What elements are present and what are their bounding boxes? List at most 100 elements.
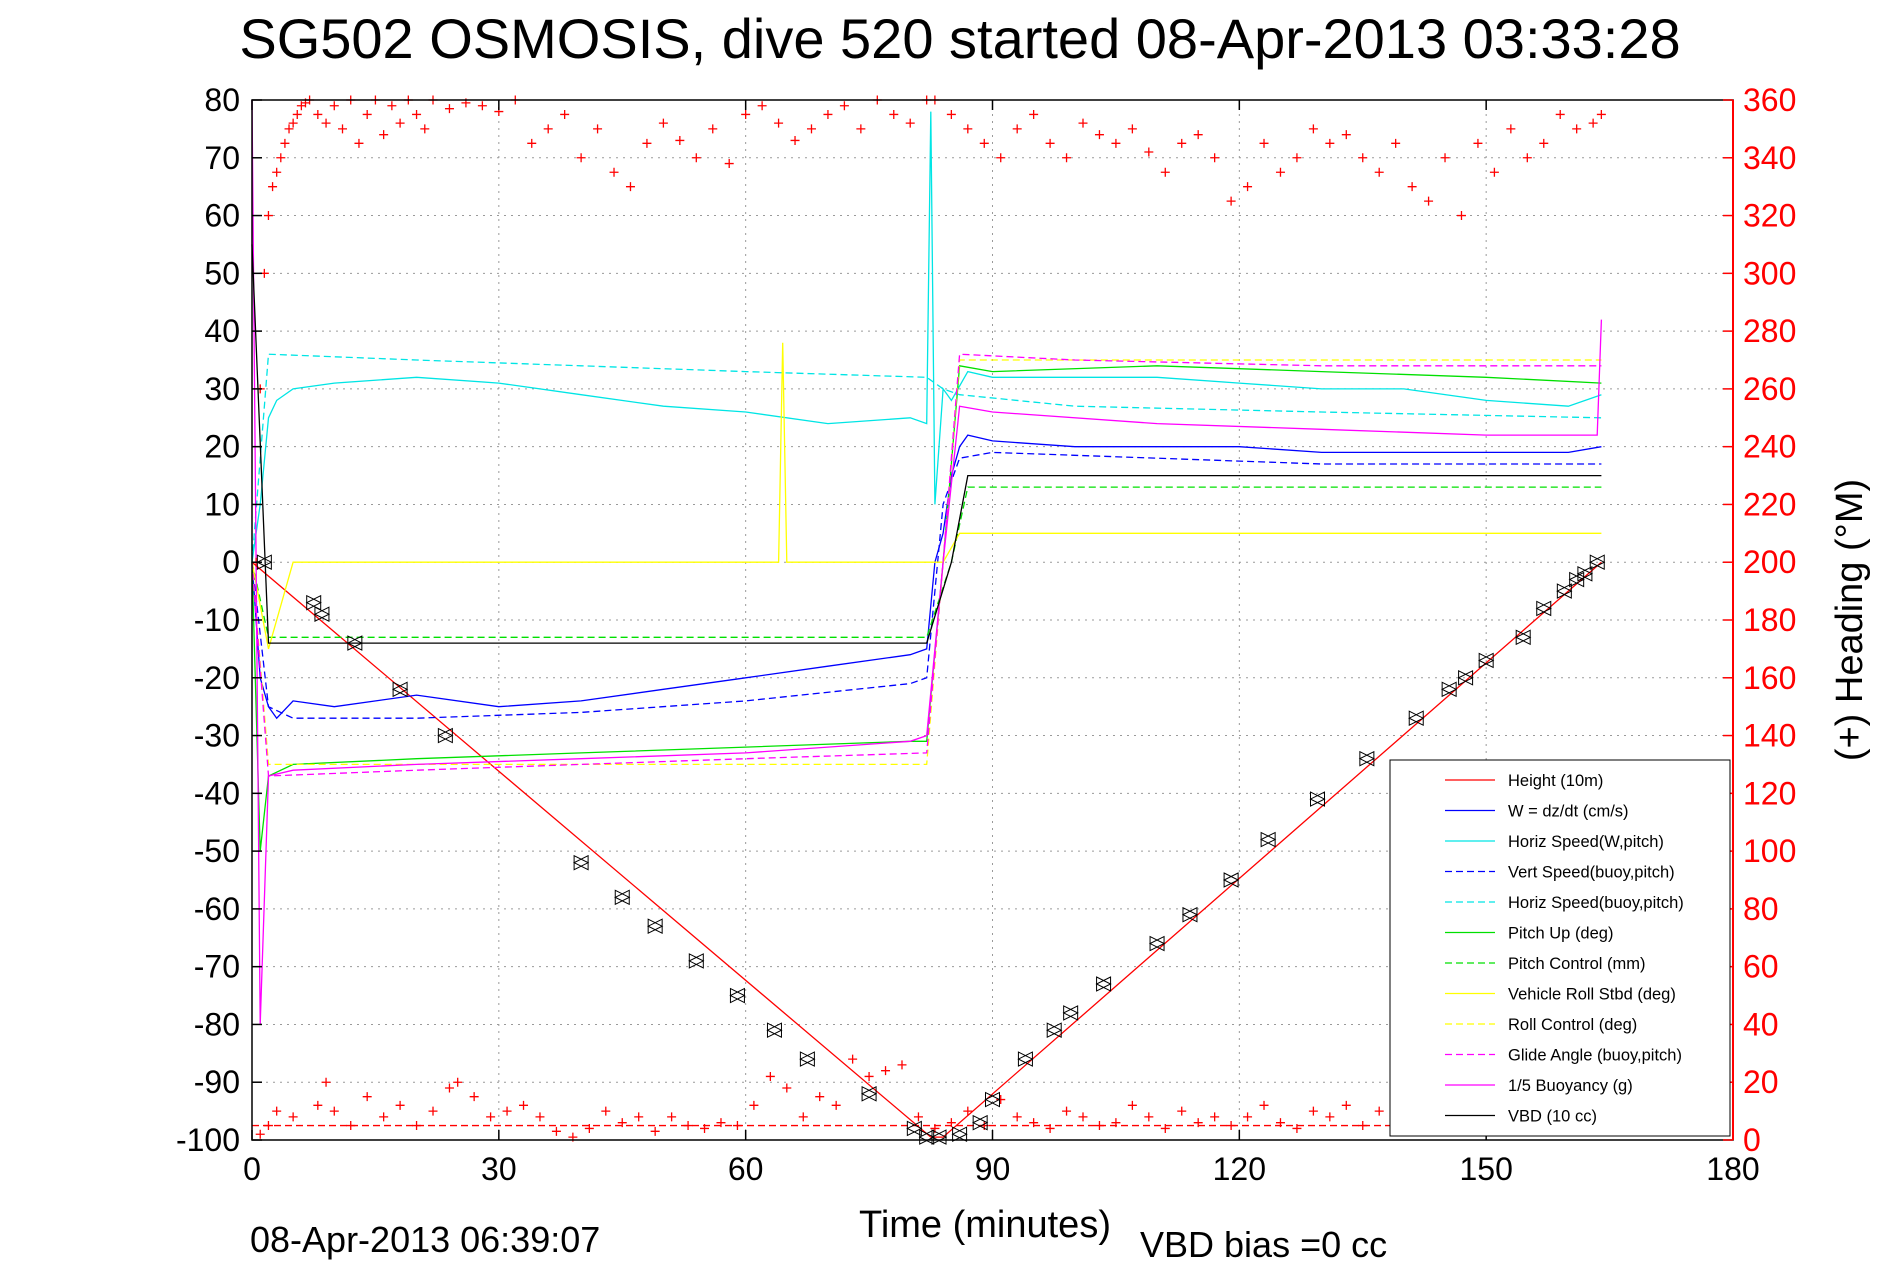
y-left-tick-label: 10 xyxy=(204,486,240,522)
heading-marker xyxy=(1391,138,1401,148)
heading-marker xyxy=(1127,124,1137,134)
grid xyxy=(252,100,1733,1140)
x-tick-label: 60 xyxy=(728,1151,764,1187)
depth-marker-mirror xyxy=(1017,1051,1033,1067)
heading-marker xyxy=(519,1100,529,1110)
heading-marker xyxy=(362,1092,372,1102)
y-right-tick-label: 240 xyxy=(1743,429,1796,465)
y-left-tick-label: 80 xyxy=(204,82,240,118)
heading-marker xyxy=(765,1071,775,1081)
heading-marker xyxy=(502,1106,512,1116)
y-left-tick-label: 70 xyxy=(204,140,240,176)
heading-marker xyxy=(996,153,1006,163)
heading-marker xyxy=(856,124,866,134)
heading-marker xyxy=(963,1106,973,1116)
heading-marker xyxy=(1374,167,1384,177)
legend-label-7: Vehicle Roll Stbd (deg) xyxy=(1508,986,1676,1004)
heading-marker xyxy=(272,167,282,177)
heading-marker xyxy=(1275,167,1285,177)
y-right-tick-label: 160 xyxy=(1743,660,1796,696)
y-right-tick-label: 0 xyxy=(1743,1122,1761,1158)
heading-marker xyxy=(1259,1100,1269,1110)
legend-label-1: W = dz/dt (cm/s) xyxy=(1508,803,1629,821)
heading-marker xyxy=(1572,124,1582,134)
legend-label-4: Horiz Speed(buoy,pitch) xyxy=(1508,894,1684,912)
heading-marker xyxy=(412,1121,422,1131)
heading-marker xyxy=(1045,1123,1055,1133)
heading-marker xyxy=(535,1112,545,1122)
x-tick-label: 120 xyxy=(1213,1151,1266,1187)
y-right-tick-label: 360 xyxy=(1743,82,1796,118)
heading-marker xyxy=(806,124,816,134)
footer-timestamp: 08-Apr-2013 06:39:07 xyxy=(250,1219,600,1260)
heading-marker xyxy=(1226,196,1236,206)
y-right-tick-label: 300 xyxy=(1743,255,1796,291)
heading-marker xyxy=(634,1112,644,1122)
heading-marker xyxy=(1210,153,1220,163)
heading-marker xyxy=(1358,1121,1368,1131)
heading-marker xyxy=(1596,109,1606,119)
heading-marker xyxy=(946,109,956,119)
heading-marker xyxy=(1243,182,1253,192)
series-layer xyxy=(251,99,1603,1138)
heading-marker xyxy=(1407,182,1417,192)
y-left-tick-label: 30 xyxy=(204,371,240,407)
heading-marker xyxy=(395,1100,405,1110)
heading-marker xyxy=(288,1112,298,1122)
heading-marker xyxy=(444,104,454,114)
y-left-tick-label: 20 xyxy=(204,429,240,465)
y-left-tick-label: 0 xyxy=(222,544,240,580)
x-tick-label: 30 xyxy=(481,1151,517,1187)
legend-label-11: VBD (10 cc) xyxy=(1508,1108,1597,1126)
heading-marker xyxy=(444,1083,454,1093)
heading-marker xyxy=(593,124,603,134)
y-left-tick-label: -90 xyxy=(194,1064,240,1100)
heading-marker xyxy=(1144,147,1154,157)
depth-marker-mirror xyxy=(1568,571,1585,588)
heading-marker xyxy=(1341,1100,1351,1110)
heading-marker xyxy=(724,159,734,169)
heading-marker xyxy=(1555,109,1565,119)
heading-marker xyxy=(1275,1118,1285,1128)
y-left-ticks: 80 70 60 50 40 30 20 10 0 -10 -20 -30 -40 -50 -60 -70 -8… xyxy=(176,82,262,1158)
heading-marker xyxy=(280,138,290,148)
heading-marker xyxy=(1325,138,1335,148)
heading-marker xyxy=(543,124,553,134)
y-left-tick-label: -40 xyxy=(194,775,240,811)
depth-marker-mirror xyxy=(972,1114,988,1131)
depth-marker-mirror xyxy=(799,1051,815,1067)
depth-marker-mirror xyxy=(1535,600,1552,617)
heading-marker xyxy=(823,109,833,119)
depth-marker-mirror xyxy=(1556,583,1572,599)
heading-marker xyxy=(691,153,701,163)
y-left-tick-label: -60 xyxy=(194,891,240,927)
heading-marker xyxy=(905,118,915,128)
y-right-tick-label: 180 xyxy=(1743,602,1796,638)
depth-marker-layer xyxy=(256,554,1606,1145)
legend-box xyxy=(1389,759,1731,1137)
depth-marker-mirror xyxy=(346,635,363,651)
depth-marker-mirror xyxy=(1515,629,1531,646)
x-tick-label: 150 xyxy=(1459,1151,1512,1187)
heading-marker xyxy=(1062,153,1072,163)
y-left-tick-label: -80 xyxy=(194,1006,240,1042)
heading-marker xyxy=(617,1118,627,1128)
heading-marker xyxy=(321,1077,331,1087)
legend-label-6: Pitch Control (mm) xyxy=(1508,955,1646,973)
depth-marker-mirror xyxy=(1309,791,1325,807)
y-right-tick-label: 280 xyxy=(1743,313,1796,349)
depth-marker-mirror xyxy=(1457,669,1474,686)
heading-marker xyxy=(1456,211,1466,221)
heading-marker xyxy=(782,1083,792,1093)
heading-marker xyxy=(774,118,784,128)
depth-marker-mirror xyxy=(1478,652,1494,669)
y-left-tick-label: -70 xyxy=(194,949,240,985)
heading-marker xyxy=(1341,130,1351,140)
heading-marker xyxy=(263,211,273,221)
series-line-1 xyxy=(251,434,1602,720)
heading-marker xyxy=(1374,1106,1384,1116)
heading-marker xyxy=(527,138,537,148)
depth-marker-mirror xyxy=(729,987,745,1004)
y-left-tick-label: 40 xyxy=(204,313,240,349)
